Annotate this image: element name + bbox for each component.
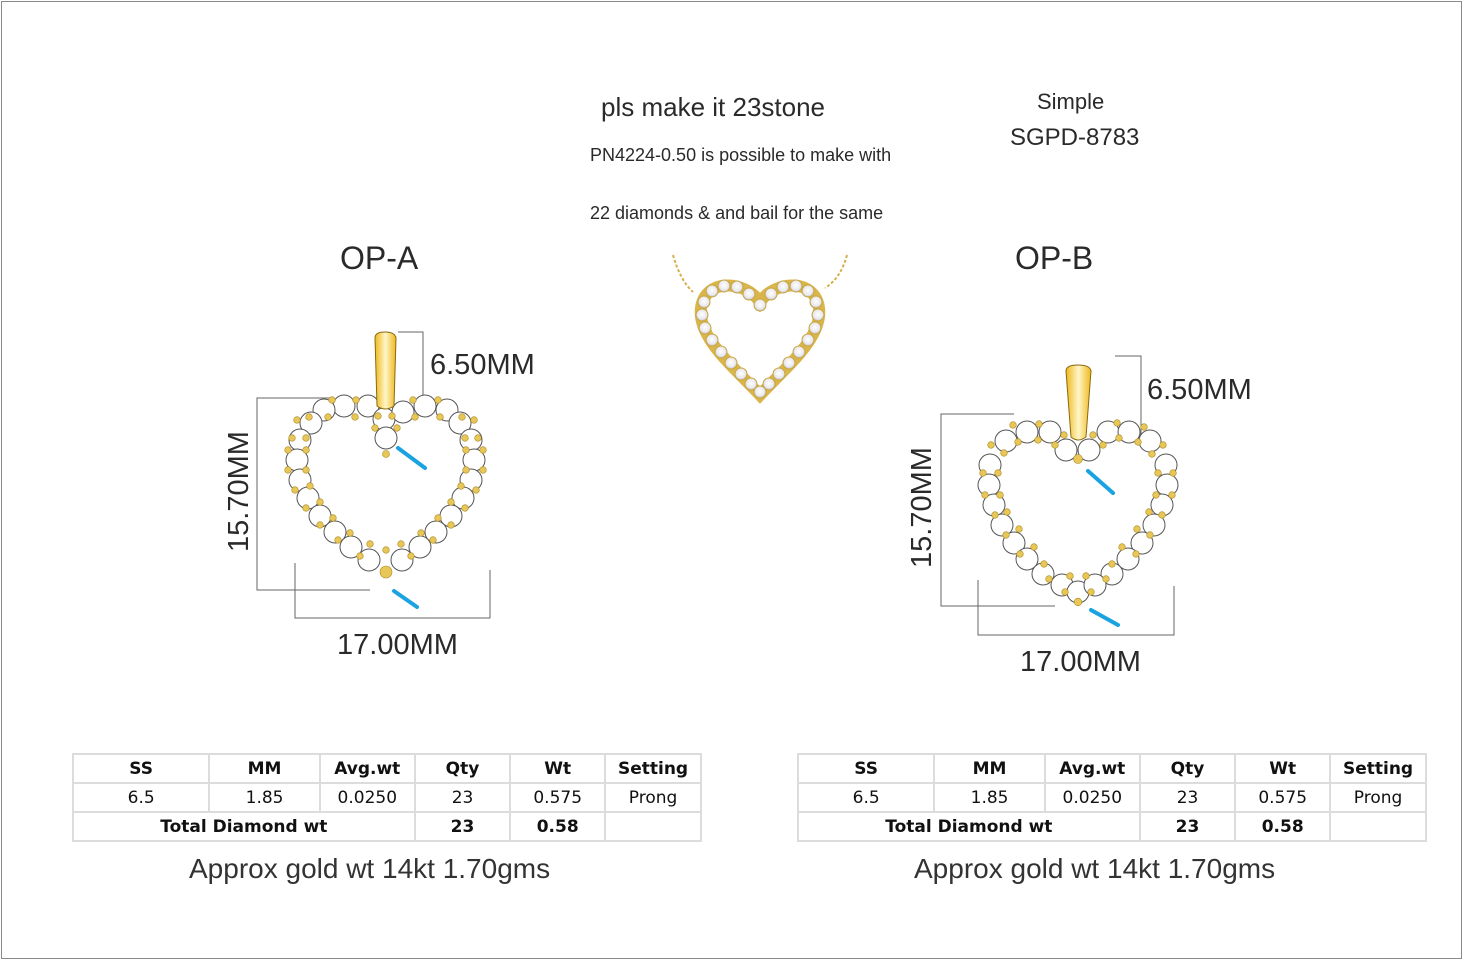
style-name: Simple (1037, 89, 1105, 114)
option-a-gold-weight: Approx gold wt 14kt 1.70gms (189, 853, 551, 884)
table-total-row: Total Diamond wt 23 0.58 (797, 811, 1427, 842)
option-b-drawing (940, 355, 1179, 636)
total-empty (1329, 811, 1427, 842)
cell-qty: 23 (1138, 782, 1237, 813)
option-b-bail-height: 6.50MM (1147, 374, 1252, 406)
total-label: Total Diamond wt (797, 811, 1141, 842)
header-qty: Qty (413, 753, 512, 784)
total-qty: 23 (413, 811, 512, 842)
header-ss: SS (71, 753, 211, 784)
table-total-row: Total Diamond wt 23 0.58 (72, 811, 702, 842)
cell-qty: 23 (413, 782, 512, 813)
style-code: SGPD-8783 (1010, 124, 1140, 151)
option-b-diamond-table: SS MM Avg.wt Qty Wt Setting 6.5 1.85 0.0… (796, 753, 1427, 842)
option-b-width: 17.00MM (1020, 646, 1141, 678)
option-a-bail-height: 6.50MM (430, 349, 535, 381)
option-a-label: OP-A (340, 240, 419, 276)
cell-mm: 1.85 (933, 782, 1046, 813)
header-setting: Setting (1329, 753, 1427, 784)
option-a-height: 15.70MM (223, 431, 255, 552)
reference-necklace-image (672, 254, 848, 404)
cell-ss: 6.5 (71, 782, 211, 813)
header-ss: SS (796, 753, 936, 784)
option-b-height: 15.70MM (906, 447, 938, 568)
cell-avg-wt: 0.0250 (318, 782, 416, 813)
note-line-2: 22 diamonds & and bail for the same (590, 203, 884, 223)
header-mm: MM (933, 753, 1046, 784)
cell-setting: Prong (604, 782, 702, 813)
option-a-drawing (256, 331, 491, 619)
note-line-1: PN4224-0.50 is possible to make with (590, 145, 892, 165)
option-b-label: OP-B (1015, 240, 1094, 276)
header-avg-wt: Avg.wt (318, 753, 416, 784)
cell-wt: 0.575 (509, 782, 607, 813)
table-header-row: SS MM Avg.wt Qty Wt Setting (796, 753, 1427, 784)
option-b-gold-weight: Approx gold wt 14kt 1.70gms (914, 853, 1276, 884)
header-avg-wt: Avg.wt (1043, 753, 1141, 784)
request-note: pls make it 23stone (601, 92, 826, 122)
header-setting: Setting (604, 753, 702, 784)
cell-setting: Prong (1329, 782, 1427, 813)
option-a-diamond-table: SS MM Avg.wt Qty Wt Setting 6.5 1.85 0.0… (71, 753, 702, 842)
total-wt: 0.58 (509, 811, 607, 842)
header-mm: MM (208, 753, 321, 784)
total-qty: 23 (1138, 811, 1237, 842)
table-row: 6.5 1.85 0.0250 23 0.575 Prong (796, 782, 1427, 813)
header-wt: Wt (509, 753, 607, 784)
table-row: 6.5 1.85 0.0250 23 0.575 Prong (71, 782, 702, 813)
table-header-row: SS MM Avg.wt Qty Wt Setting (71, 753, 702, 784)
header-wt: Wt (1234, 753, 1332, 784)
total-label: Total Diamond wt (72, 811, 416, 842)
cell-mm: 1.85 (208, 782, 321, 813)
total-empty (604, 811, 702, 842)
cell-ss: 6.5 (796, 782, 936, 813)
header-qty: Qty (1138, 753, 1237, 784)
option-a-width: 17.00MM (337, 629, 458, 661)
total-wt: 0.58 (1234, 811, 1332, 842)
cell-avg-wt: 0.0250 (1043, 782, 1141, 813)
cell-wt: 0.575 (1234, 782, 1332, 813)
